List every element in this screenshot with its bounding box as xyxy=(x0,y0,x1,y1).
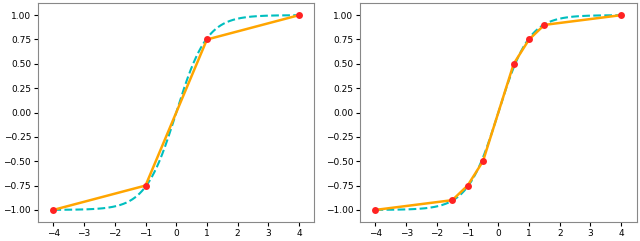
Point xyxy=(540,23,550,27)
Point xyxy=(371,208,381,212)
Point xyxy=(478,159,488,163)
Point xyxy=(202,38,212,41)
Point xyxy=(524,38,534,41)
Point xyxy=(463,184,473,187)
Point xyxy=(509,62,519,66)
Point xyxy=(447,198,458,202)
Point xyxy=(294,13,304,17)
Point xyxy=(48,208,58,212)
Point xyxy=(616,13,627,17)
Point xyxy=(140,184,150,187)
